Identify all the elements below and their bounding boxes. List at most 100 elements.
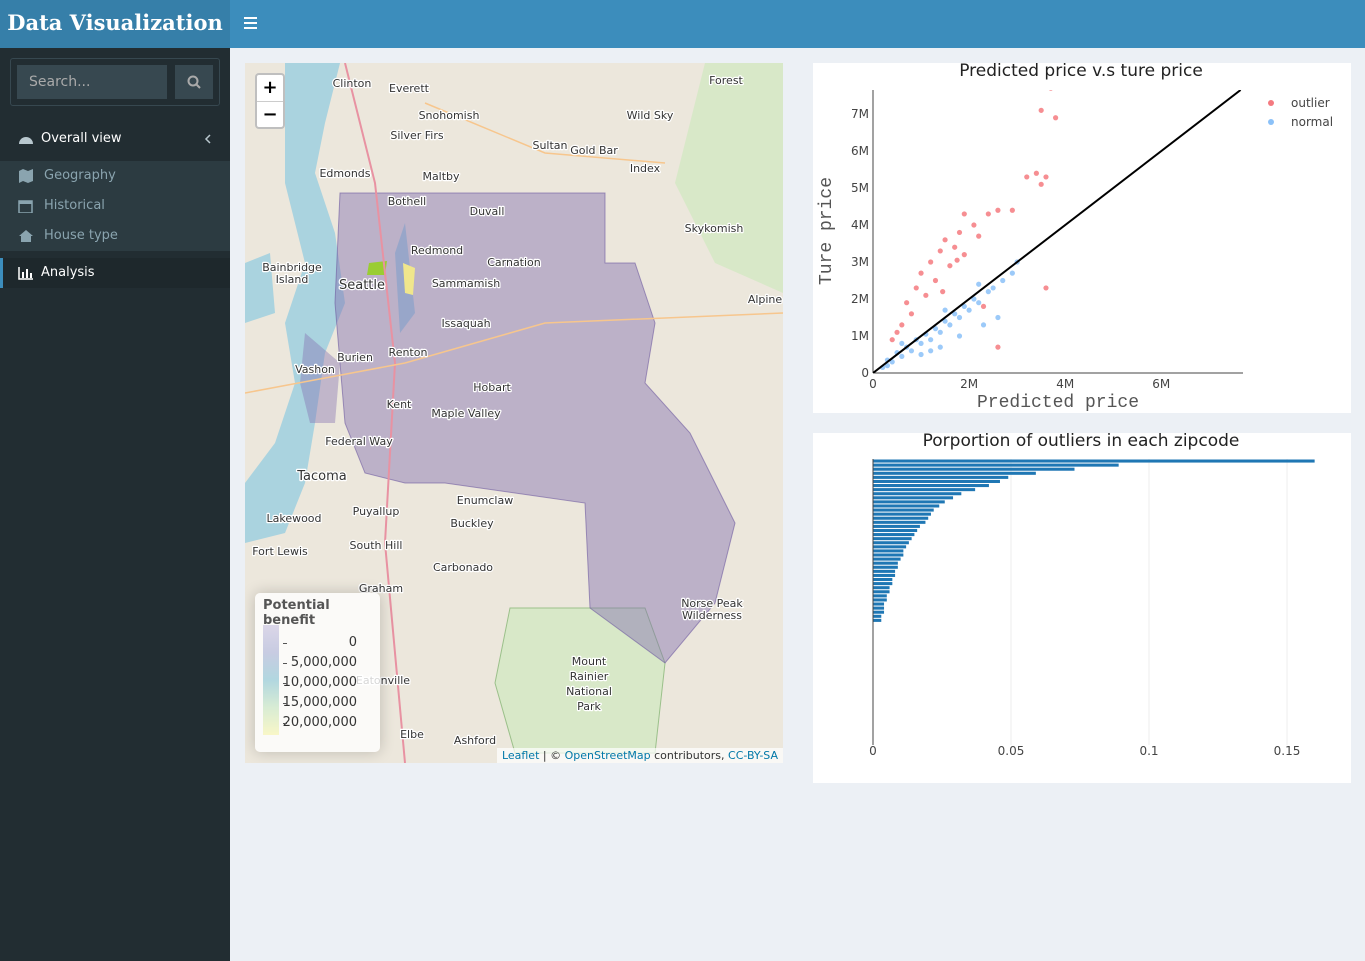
search-input[interactable]: Search... <box>17 65 167 99</box>
logo[interactable]: Data Visualization <box>0 0 230 48</box>
map-label: Tacoma <box>296 469 347 484</box>
menu-item[interactable]: Overall view <box>0 124 230 154</box>
point <box>1043 174 1049 180</box>
map-label: Bainbridge <box>262 261 322 274</box>
menu-toggle[interactable] <box>244 17 258 29</box>
point <box>1052 115 1059 121</box>
scatter-panel: Predicted price v.s ture price Predicted … <box>813 61 1351 413</box>
x-tick-label: 4M <box>1056 377 1074 391</box>
map-label: Gold Bar <box>570 144 618 157</box>
attribution-link[interactable]: Leaflet <box>501 749 540 762</box>
menu-label: Historical <box>44 198 105 213</box>
map-label: Rainier <box>570 670 609 683</box>
point <box>1000 277 1006 284</box>
y-tick-label: 1M <box>851 329 869 343</box>
map-label: Forest <box>709 74 743 87</box>
zoom-out[interactable]: − <box>262 104 278 125</box>
map-label: Duvall <box>470 205 505 218</box>
map-canvas[interactable]: Clinton Everett Snohomish Silver Firs Sultan… <box>245 63 783 763</box>
zoom-control: + − <box>255 73 285 129</box>
menu-item[interactable]: Analysis <box>0 258 230 288</box>
point <box>908 311 915 317</box>
map-label: Carnation <box>487 256 541 269</box>
point <box>937 248 943 254</box>
legend-label: 10,000,000 <box>282 675 357 690</box>
legend-tick <box>283 663 287 664</box>
y-tick-label: 6M <box>851 144 869 158</box>
search-form: Search... <box>10 58 220 106</box>
reference-line <box>873 90 1242 373</box>
map-label: Mount <box>572 655 607 668</box>
attribution-link[interactable]: OpenStreetMap <box>564 749 651 762</box>
map-legend: Potential benefit 0 5,000,000 10,000,000 15… <box>255 593 380 752</box>
point <box>1033 170 1039 176</box>
bar <box>873 565 898 569</box>
menu-item[interactable]: Geography <box>0 161 230 191</box>
point <box>942 307 948 313</box>
attribution-link[interactable]: CC-BY-SA <box>728 749 778 762</box>
bar <box>873 541 909 545</box>
point <box>956 333 963 339</box>
point <box>995 314 1001 321</box>
point <box>899 322 905 328</box>
point <box>889 337 895 343</box>
bar <box>873 504 940 508</box>
map-label: Clinton <box>333 77 372 90</box>
menu-item[interactable]: House type <box>0 221 230 251</box>
bar <box>873 582 893 586</box>
x-tick-label: 0.05 <box>998 744 1025 758</box>
map-label: Redmond <box>411 244 463 257</box>
point <box>932 326 939 332</box>
legend-label: outlier <box>1291 96 1330 110</box>
chart-title: Predicted price v.s ture price <box>959 63 1203 81</box>
bar <box>873 573 896 577</box>
map-label: Sammamish <box>432 277 500 290</box>
x-axis-title: Predicted price <box>977 393 1139 413</box>
x-tick-label: 0.1 <box>1139 744 1158 758</box>
point <box>1048 90 1053 91</box>
map-label: Silver Firs <box>390 129 443 142</box>
legend-tick <box>283 723 287 724</box>
bar <box>873 586 890 590</box>
bar <box>873 537 912 541</box>
bar <box>873 500 945 504</box>
point <box>913 285 919 291</box>
map-label: Snohomish <box>419 109 480 122</box>
map-label: Carbonado <box>433 561 493 574</box>
sidebar: Search... Overall view Geography Histori… <box>0 48 230 961</box>
bar <box>873 610 885 614</box>
legend-label: normal <box>1291 115 1333 129</box>
legend-label: 15,000,000 <box>282 695 357 710</box>
point <box>942 318 948 324</box>
legend-tick <box>283 703 287 704</box>
map-label: Seattle <box>339 278 385 293</box>
point <box>899 340 905 347</box>
bar <box>873 561 898 565</box>
point <box>1038 181 1044 187</box>
legend-label: 0 <box>348 635 357 650</box>
point <box>894 329 900 335</box>
menu-item[interactable]: Historical <box>0 191 230 221</box>
bar <box>873 459 1315 463</box>
map-label: Fort Lewis <box>252 545 308 558</box>
bar <box>873 512 931 516</box>
zoom-in[interactable]: + <box>257 75 283 102</box>
bar <box>873 533 915 537</box>
point <box>976 233 982 239</box>
point <box>1038 107 1044 113</box>
map[interactable]: Clinton Everett Snohomish Silver Firs Sultan… <box>245 63 783 763</box>
point <box>954 257 960 263</box>
map-label: Enumclaw <box>457 494 513 507</box>
map-label: Graham <box>359 582 403 595</box>
map-label: Vashon <box>295 363 335 376</box>
map-label: Hobart <box>473 381 511 394</box>
attribution-text: contributors, <box>654 749 725 762</box>
point <box>899 353 905 359</box>
search-button[interactable] <box>175 65 213 99</box>
map-label: Bothell <box>388 195 426 208</box>
x-tick-label: 0 <box>869 377 877 391</box>
chart-title: Porportion of outliers in each zipcode <box>923 433 1240 451</box>
legend-label: 20,000,000 <box>282 715 357 730</box>
map-label: Federal Way <box>325 435 393 448</box>
